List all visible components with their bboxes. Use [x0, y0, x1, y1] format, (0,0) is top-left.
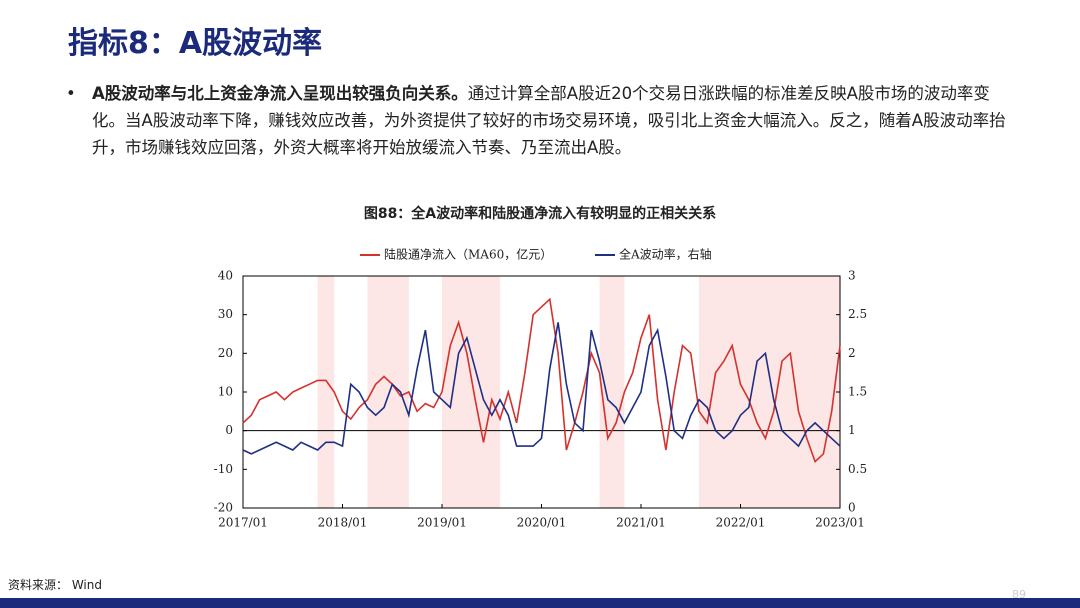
- bullet: • A股波动率与北上资金净流入呈现出较强负向关系。通过计算全部A股近20个交易日…: [66, 80, 1016, 161]
- y-tick-label: -20: [214, 501, 233, 515]
- bullet-dot: •: [66, 84, 76, 103]
- y-tick-label: 0: [225, 423, 233, 437]
- legend-label: 陆股通净流入（MA60，亿元）: [384, 247, 552, 262]
- x-tick-label: 2019/01: [417, 516, 467, 530]
- y2-tick-label: 2: [848, 346, 856, 360]
- shaded-period: [599, 276, 625, 508]
- page-number: 89: [1012, 588, 1026, 601]
- y2-tick-label: 0: [848, 501, 856, 515]
- shaded-period: [367, 276, 409, 508]
- bottom-bar: [0, 598, 1080, 608]
- shaded-period: [699, 276, 840, 508]
- y-tick-label: 20: [218, 346, 233, 360]
- series-line: [242, 322, 841, 455]
- chart-title: 图88：全A波动率和陆股通净流入有较明显的正相关关系: [364, 205, 716, 222]
- x-tick-label: 2020/01: [517, 516, 567, 530]
- x-tick-label: 2022/01: [716, 516, 766, 530]
- y2-tick-label: 3: [848, 269, 856, 283]
- y-tick-label: 40: [218, 269, 233, 283]
- shaded-period: [317, 276, 335, 508]
- y-tick-label: 30: [218, 307, 233, 321]
- y2-tick-label: 1.5: [848, 385, 867, 399]
- x-tick-label: 2017/01: [218, 516, 268, 530]
- slide-title: 指标8：A股波动率: [68, 26, 323, 61]
- x-tick-label: 2021/01: [616, 516, 666, 530]
- y-tick-label: -10: [214, 462, 233, 476]
- chart: 图88：全A波动率和陆股通净流入有较明显的正相关关系 -20-100102030…: [214, 205, 867, 530]
- shaded-period: [442, 276, 501, 508]
- y2-tick-label: 2.5: [848, 307, 867, 321]
- x-tick-label: 2023/01: [815, 516, 865, 530]
- bullet-text: A股波动率与北上资金净流入呈现出较强负向关系。通过计算全部A股近20个交易日涨跌…: [92, 80, 1016, 161]
- x-tick-label: 2018/01: [318, 516, 368, 530]
- source: 资料来源： Wind: [8, 578, 102, 592]
- bullet-bold: A股波动率与北上资金净流入呈现出较强负向关系。: [92, 84, 468, 103]
- bullet-body: 通过计算全部A股近20个交易日涨跌幅的标准差反映A股市场的波动率变化。当A股波动…: [92, 84, 1006, 157]
- y2-tick-label: 0.5: [848, 462, 867, 476]
- y-tick-label: 10: [218, 385, 233, 399]
- series-line: [242, 297, 841, 464]
- y2-tick-label: 1: [848, 423, 856, 437]
- legend-label: 全A波动率，右轴: [619, 247, 712, 262]
